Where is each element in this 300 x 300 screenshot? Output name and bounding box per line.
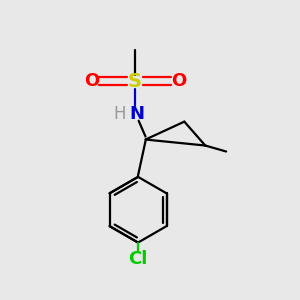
Text: Cl: Cl — [128, 250, 148, 268]
Text: O: O — [84, 72, 99, 90]
Text: N: N — [129, 105, 144, 123]
Text: O: O — [171, 72, 186, 90]
Text: S: S — [128, 72, 142, 91]
Text: H: H — [113, 105, 126, 123]
